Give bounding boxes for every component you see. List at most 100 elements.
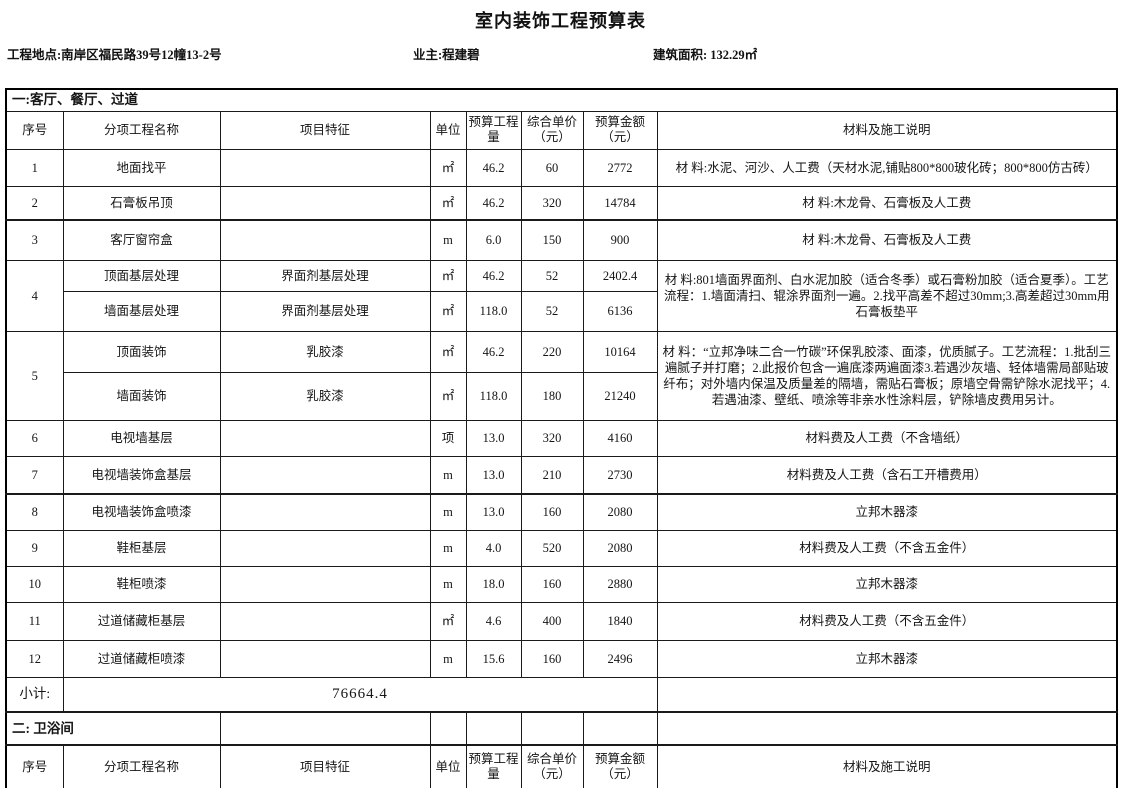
unit-price: 520 (520, 529, 584, 567)
item-name: 鞋柜喷漆 (62, 565, 221, 603)
empty-cell (582, 711, 658, 746)
unit-price: 60 (520, 148, 584, 187)
item-feature: 乳胶漆 (219, 330, 431, 373)
empty-cell (656, 676, 1118, 713)
unit-price: 160 (520, 639, 584, 678)
row-number: 10 (5, 565, 64, 603)
table-header-row: 序号 分项工程名称 项目特征 单位 预算工程量 综合单价（元） 预算金额（元） 材料及施工说明 (5, 110, 1118, 150)
item-feature: 乳胶漆 (219, 371, 431, 421)
row-number: 11 (5, 601, 64, 641)
amount: 4160 (582, 419, 658, 457)
item-feature (219, 219, 431, 261)
amount: 2730 (582, 455, 658, 495)
row-number: 2 (5, 185, 64, 221)
column-header-4: 预算工程量 (465, 744, 522, 788)
item-name: 过道储藏柜基层 (62, 601, 221, 641)
quantity: 4.0 (465, 529, 522, 567)
unit: ㎡ (429, 330, 467, 373)
row-number: 1 (5, 148, 64, 187)
table-header-row-2: 序号 分项工程名称 项目特征 单位 预算工程量 综合单价（元） 预算金额（元） 材料及施工说明 (5, 744, 1118, 788)
section-row-living: 一:客厅、餐厅、过道 (5, 88, 1118, 112)
budget-row-6: 6 电视墙基层 项 13.0 320 4160 材料费及人工费（不含墙纸） (5, 419, 1118, 457)
column-header-6: 预算金额（元） (582, 110, 658, 150)
amount: 2080 (582, 529, 658, 567)
unit: m (429, 455, 467, 495)
unit: 项 (429, 419, 467, 457)
unit-price: 400 (520, 601, 584, 641)
quantity: 13.0 (465, 419, 522, 457)
quantity: 46.2 (465, 330, 522, 373)
unit-price: 180 (520, 371, 584, 421)
budget-row-1: 1 地面找平 ㎡ 46.2 60 2772 材 料:水泥、河沙、人工费（天材水泥,铺贴800… (5, 148, 1118, 187)
item-name: 电视墙装饰盒喷漆 (62, 493, 221, 531)
quantity: 15.6 (465, 639, 522, 678)
column-header-2: 项目特征 (219, 110, 431, 150)
quantity: 18.0 (465, 565, 522, 603)
row-number: 9 (5, 529, 64, 567)
item-name: 顶面装饰 (62, 330, 221, 373)
unit-price: 52 (520, 290, 584, 332)
column-header-1: 分项工程名称 (62, 110, 221, 150)
column-header-7: 材料及施工说明 (656, 110, 1118, 150)
amount: 2880 (582, 565, 658, 603)
unit-price: 320 (520, 185, 584, 221)
unit: m (429, 219, 467, 261)
item-feature: 界面剂基层处理 (219, 259, 431, 292)
budget-row-8: 8 电视墙装饰盒喷漆 m 13.0 160 2080 立邦木器漆 (5, 493, 1118, 531)
item-feature (219, 601, 431, 641)
amount: 10164 (582, 330, 658, 373)
unit-price: 160 (520, 565, 584, 603)
column-header-1: 分项工程名称 (62, 744, 221, 788)
unit: ㎡ (429, 371, 467, 421)
item-name: 墙面基层处理 (62, 290, 221, 332)
item-name: 鞋柜基层 (62, 529, 221, 567)
amount: 14784 (582, 185, 658, 221)
item-feature (219, 185, 431, 221)
budget-row-3: 3 客厅窗帘盒 m 6.0 150 900 材 料:木龙骨、石膏板及人工费 (5, 219, 1118, 261)
budget-row-9: 9 鞋柜基层 m 4.0 520 2080 材料费及人工费（不含五金件） (5, 529, 1118, 567)
empty-cell (465, 711, 522, 746)
material-note: 材 料:木龙骨、石膏板及人工费 (656, 185, 1118, 221)
quantity: 46.2 (465, 148, 522, 187)
budget-table: 一:客厅、餐厅、过道 序号 分项工程名称 项目特征 单位 预算工程量 综合单价（元） 预算金… (5, 88, 1118, 788)
empty-cell (520, 711, 584, 746)
empty-cell (429, 711, 467, 746)
item-name: 电视墙基层 (62, 419, 221, 457)
quantity: 4.6 (465, 601, 522, 641)
item-name: 过道储藏柜喷漆 (62, 639, 221, 678)
material-note: 材 料:801墙面界面剂、白水泥加胶（适合冬季）或石膏粉加胶（适合夏季）。工艺流… (656, 259, 1118, 332)
row-number: 6 (5, 419, 64, 457)
column-header-6: 预算金额（元） (582, 744, 658, 788)
budget-row-11: 11 过道储藏柜基层 ㎡ 4.6 400 1840 材料费及人工费（不含五金件） (5, 601, 1118, 641)
column-header-0: 序号 (5, 110, 64, 150)
column-header-5: 综合单价（元） (520, 744, 584, 788)
quantity: 46.2 (465, 185, 522, 221)
item-name: 电视墙装饰盒基层 (62, 455, 221, 495)
material-note: 材料费及人工费（含石工开槽费用） (656, 455, 1118, 495)
row-number: 4 (5, 259, 64, 332)
budget-row-10: 10 鞋柜喷漆 m 18.0 160 2880 立邦木器漆 (5, 565, 1118, 603)
material-note: 立邦木器漆 (656, 565, 1118, 603)
quantity: 13.0 (465, 493, 522, 531)
unit: m (429, 565, 467, 603)
material-note: 材 料：“立邦净味二合一竹碳”环保乳胶漆、面漆，优质腻子。工艺流程：1.批刮三遍… (656, 330, 1118, 421)
material-note: 材 料:木龙骨、石膏板及人工费 (656, 219, 1118, 261)
material-note: 材 料:水泥、河沙、人工费（天材水泥,铺贴800*800玻化砖；800*800仿… (656, 148, 1118, 187)
unit: m (429, 529, 467, 567)
unit: ㎡ (429, 185, 467, 221)
unit: m (429, 639, 467, 678)
unit-price: 220 (520, 330, 584, 373)
material-note: 材料费及人工费（不含五金件） (656, 601, 1118, 641)
item-feature (219, 419, 431, 457)
budget-row-12: 12 过道储藏柜喷漆 m 15.6 160 2496 立邦木器漆 (5, 639, 1118, 678)
amount: 2080 (582, 493, 658, 531)
row-number: 3 (5, 219, 64, 261)
amount: 1840 (582, 601, 658, 641)
item-feature (219, 529, 431, 567)
column-header-5: 综合单价（元） (520, 110, 584, 150)
column-header-3: 单位 (429, 744, 467, 788)
